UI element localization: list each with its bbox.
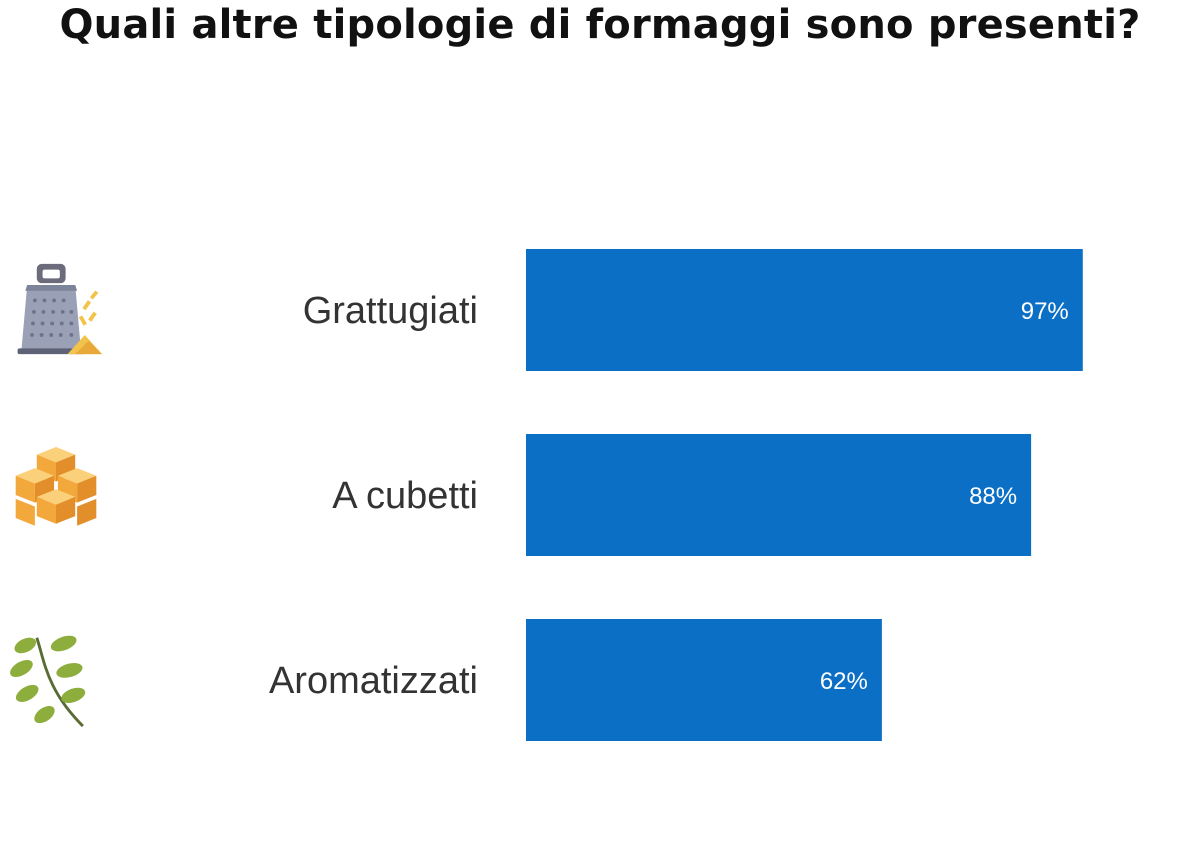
herb-sprig-icon (8, 632, 89, 728)
chart-title: Quali altre tipologie di formaggi sono p… (59, 2, 1141, 48)
bar (526, 249, 1083, 371)
category-label: Grattugiati (303, 290, 478, 332)
value-label: 88% (969, 483, 1017, 510)
cheese-cubes-icon (15, 447, 97, 526)
cheese-grater-icon (17, 263, 103, 355)
value-label: 62% (820, 668, 868, 695)
value-label: 97% (1021, 298, 1069, 325)
bar (526, 434, 1032, 556)
bar (526, 619, 882, 741)
category-label: A cubetti (332, 475, 478, 517)
category-label: Aromatizzati (269, 660, 478, 702)
